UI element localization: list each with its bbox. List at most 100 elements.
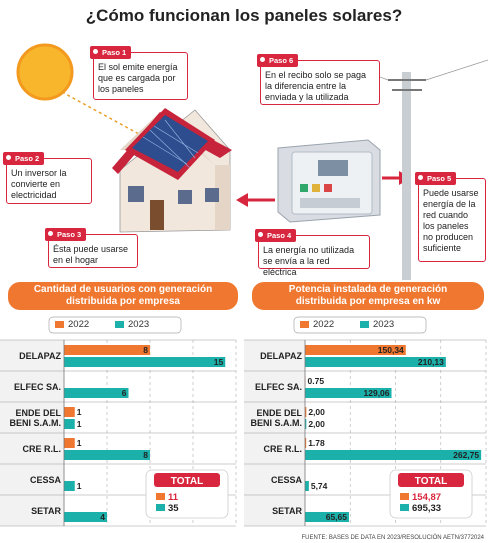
- value-label: 1: [77, 419, 82, 429]
- total-box: [389, 469, 473, 519]
- step: Paso 3 Ésta puede usarse en el hogar: [45, 228, 138, 268]
- bar: [64, 438, 75, 448]
- category-label: CRE R.L.: [22, 443, 61, 454]
- total-banner: [398, 473, 464, 487]
- legend-label: 2022: [313, 319, 335, 330]
- value-label: 65,65: [326, 512, 348, 522]
- bar: [64, 388, 129, 398]
- value-label: 8: [143, 345, 148, 355]
- step-label: Paso 1: [90, 46, 132, 59]
- category-label: ELFEC SA.: [254, 381, 302, 392]
- category-label: CESSA: [270, 474, 302, 485]
- total-value: 695,33: [412, 503, 441, 514]
- category-label: CRE R.L.: [263, 443, 302, 454]
- bar: [305, 407, 307, 417]
- total-swatch: [400, 504, 409, 511]
- total-banner: [154, 473, 220, 487]
- step: Paso 2 Un inversor la convierte en electr…: [3, 152, 92, 204]
- bar: [305, 512, 350, 522]
- category-label: SETAR: [31, 505, 61, 516]
- total-value: 11: [168, 492, 179, 503]
- value-label: 1: [77, 407, 82, 417]
- step-text: En el recibo solo se paga la diferencia …: [265, 70, 367, 102]
- value-label: 210,13: [418, 357, 444, 367]
- total-box: [145, 469, 229, 519]
- category-label: CESSA: [29, 474, 61, 485]
- step-text: El sol emite energía que es cargada por …: [98, 62, 178, 94]
- step-text: Un inversor la convierte en electricidad: [11, 168, 67, 200]
- step-text: La energía no utilizada se envía a la re…: [263, 245, 355, 277]
- legend-item: 2022: [300, 319, 334, 330]
- page-title: ¿Cómo funcionan los paneles solares?: [85, 6, 403, 25]
- legend-label: 2022: [68, 319, 90, 330]
- step-label: Paso 3: [45, 228, 87, 241]
- bar: [64, 450, 150, 460]
- value-label: 2,00: [308, 419, 325, 429]
- bar: [64, 345, 150, 355]
- category-label: ENDE DEL BENI S.A.M.: [250, 407, 302, 428]
- bar: [64, 407, 75, 417]
- inverter: [277, 139, 381, 223]
- bar: [64, 481, 75, 491]
- value-label: 6: [122, 388, 127, 398]
- legend-swatch: [360, 321, 369, 328]
- step-label: Paso 2: [3, 152, 45, 165]
- bar: [64, 512, 107, 522]
- bar: [305, 388, 392, 398]
- step: Paso 4 La energía no utilizada se envía a…: [255, 229, 370, 277]
- step-text: Ésta puede usarse en el hogar: [53, 244, 129, 265]
- sun-ray: [61, 91, 151, 141]
- total-swatch: [156, 493, 165, 500]
- legend-swatch: [55, 321, 64, 328]
- step: Paso 1 El sol emite energía que es cargad…: [90, 46, 188, 100]
- legend-swatch: [300, 321, 309, 328]
- total-title: TOTAL: [415, 476, 447, 487]
- bar: [305, 438, 307, 448]
- category-label: ENDE DEL BENI S.A.M.: [9, 407, 61, 428]
- legend-item: 2023: [360, 319, 394, 330]
- value-label: 262,75: [453, 450, 479, 460]
- diagram-art: [16, 43, 488, 280]
- value-label: 8: [143, 450, 148, 460]
- legend-item: 2022: [55, 319, 89, 330]
- value-label: 1: [77, 481, 82, 491]
- chart-title: Cantidad de usuarios con generación dist…: [8, 282, 238, 310]
- step-label: Paso 5: [415, 172, 457, 185]
- bar: [305, 345, 406, 355]
- step-text: Puede usarse energía de la red cuando lo…: [423, 188, 479, 253]
- value-label: 129,06: [364, 388, 390, 398]
- legend-swatch: [115, 321, 124, 328]
- legend-item: 2023: [115, 319, 149, 330]
- total-swatch: [156, 504, 165, 511]
- bar: [305, 481, 309, 491]
- bar: [305, 376, 306, 386]
- bar: [64, 357, 226, 367]
- value-label: 1: [77, 438, 82, 448]
- value-label: 4: [100, 512, 105, 522]
- value-label: 0.75: [308, 376, 325, 386]
- legend-label: 2023: [373, 319, 395, 330]
- legend-label: 2023: [128, 319, 150, 330]
- bar: [305, 357, 446, 367]
- total-value: 154,87: [412, 492, 441, 503]
- value-label: 15: [214, 357, 224, 367]
- value-label: 150,34: [378, 345, 404, 355]
- step-label: Paso 4: [255, 229, 297, 242]
- value-label: 1.78: [308, 438, 325, 448]
- step: Paso 5 Puede usarse energía de la red cua…: [415, 172, 486, 262]
- house: [112, 108, 232, 233]
- step: Paso 6 En el recibo solo se paga la difer…: [257, 54, 380, 105]
- total-title: TOTAL: [171, 476, 203, 487]
- category-label: ELFEC SA.: [13, 381, 61, 392]
- total-swatch: [400, 493, 409, 500]
- step-label: Paso 6: [257, 54, 299, 67]
- value-label: 2,00: [308, 407, 325, 417]
- total-value: 35: [168, 503, 179, 514]
- source: FUENTE: BASES DE DATA EN 2023/RESOLUCIÓN…: [301, 535, 484, 541]
- bar: [64, 419, 75, 429]
- category-label: SETAR: [272, 505, 302, 516]
- bar: [305, 450, 482, 460]
- category-label: DELAPAZ: [260, 350, 302, 361]
- chart-title: Potencia instalada de generación distrib…: [252, 282, 484, 310]
